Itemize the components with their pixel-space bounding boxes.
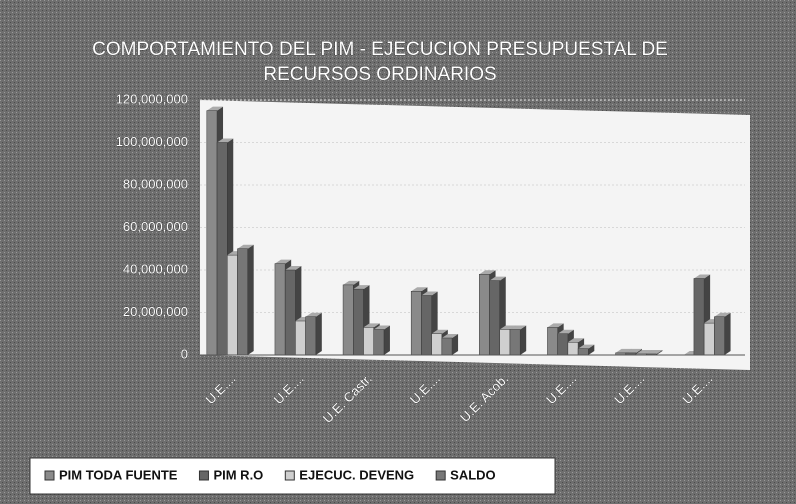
bar-top: [557, 329, 574, 334]
bar-top: [217, 138, 234, 143]
bar: [227, 254, 238, 356]
y-tick-label: 40,000,000: [123, 261, 188, 276]
bar: [479, 274, 490, 356]
bar: [237, 248, 248, 356]
bar-top: [489, 276, 506, 281]
bar: [509, 329, 521, 356]
bar: [499, 329, 511, 356]
bar-top: [509, 325, 527, 330]
bar-side: [315, 312, 322, 355]
bar-top: [479, 270, 496, 275]
bar-side: [383, 325, 390, 355]
bar: [363, 327, 374, 356]
bar-top: [305, 312, 322, 317]
bar-top: [636, 349, 653, 354]
bar-side: [656, 349, 663, 355]
bar-top: [206, 106, 224, 111]
bar: [410, 291, 422, 356]
bar-top: [693, 274, 711, 279]
y-tick-label: 0: [181, 346, 188, 361]
bar: [489, 280, 500, 356]
bar-top: [411, 287, 428, 292]
bar: [305, 316, 317, 356]
y-tick-label: 80,000,000: [123, 176, 188, 191]
bar-side: [724, 312, 731, 355]
y-tick-label: 100,000,000: [116, 134, 188, 149]
bar: [353, 288, 364, 356]
bar-top: [547, 323, 564, 328]
legend-label: SALDO: [450, 467, 496, 482]
bar-top: [285, 266, 302, 270]
bar: [441, 337, 453, 356]
bar-top: [441, 334, 459, 338]
bar-top: [421, 291, 438, 296]
bar: [274, 263, 286, 356]
legend-label: PIM TODA FUENTE: [59, 467, 178, 482]
chart-title: COMPORTAMIENTO DEL PIM - EJECUCION PRESU…: [92, 39, 668, 60]
bar-side: [520, 325, 527, 355]
bar: [421, 295, 432, 356]
bar-top: [274, 259, 292, 264]
bar: [567, 342, 579, 356]
bar: [295, 320, 306, 356]
bar: [284, 269, 296, 356]
bar-top: [353, 285, 370, 290]
bar-top: [578, 344, 595, 349]
bar: [342, 284, 354, 356]
bar-top: [363, 323, 380, 328]
bar: [714, 316, 725, 356]
bar-top: [431, 329, 448, 334]
legend-label: PIM R.O: [213, 467, 263, 482]
bar-side: [247, 244, 254, 355]
bar-top: [567, 338, 585, 343]
plot-wall: [200, 100, 750, 370]
y-tick-label: 20,000,000: [123, 304, 188, 319]
bar-top: [625, 348, 642, 353]
y-tick-label: 60,000,000: [123, 219, 188, 234]
bar: [373, 329, 385, 356]
bar-top: [714, 312, 731, 317]
bar-top: [343, 280, 360, 285]
bar-side: [452, 334, 459, 355]
legend-swatch: [44, 470, 55, 481]
bar: [206, 110, 218, 356]
bar-top: [237, 244, 254, 249]
y-tick-label: 120,000,000: [116, 91, 188, 106]
bar: [557, 333, 569, 356]
bar-top: [373, 325, 390, 330]
bar-top: [615, 348, 632, 353]
legend-label: EJECUC. DEVENG: [299, 467, 414, 482]
bar: [693, 278, 705, 356]
legend-swatch: [198, 470, 209, 481]
legend-swatch: [284, 470, 295, 481]
bar-top: [646, 349, 663, 354]
bar: [547, 327, 558, 356]
legend-swatch: [435, 470, 446, 481]
chart-title: RECURSOS ORDINARIOS: [263, 64, 496, 85]
bar: [703, 322, 715, 356]
bar: [216, 142, 228, 356]
bar-top: [499, 325, 516, 330]
bar: [431, 333, 443, 356]
bar-side: [588, 344, 595, 355]
bar: [577, 348, 589, 356]
